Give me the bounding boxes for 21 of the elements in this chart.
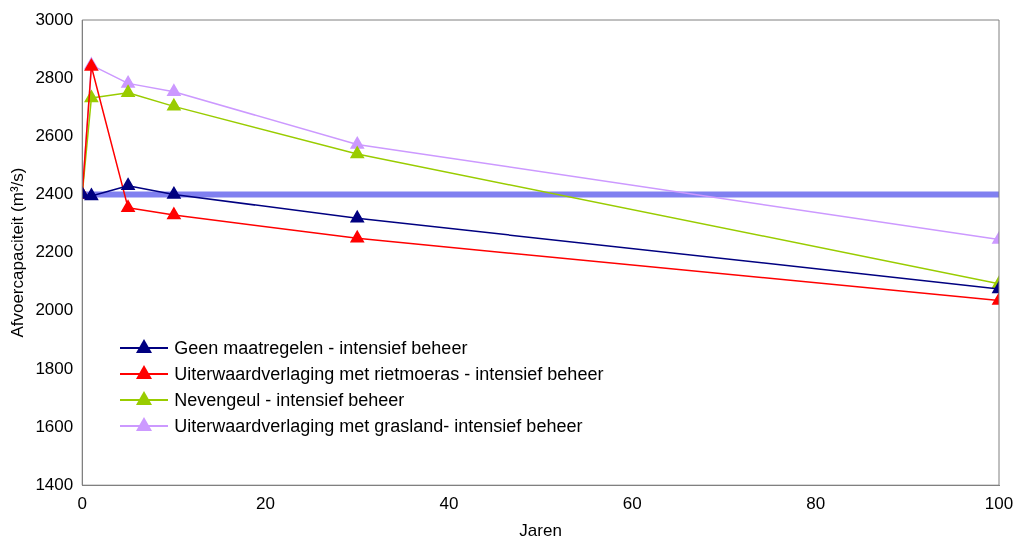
legend-label: Uiterwaardverlaging met rietmoeras - intensief beheer [174,363,604,387]
y-tick-label: 2600 [35,125,74,145]
y-tick-label: 2800 [35,67,74,87]
legend-label: Geen maatregelen - intensief beheer [174,337,468,361]
y-tick-label: 1800 [35,358,74,378]
x-tick-label: 0 [77,494,87,514]
x-tick-label: 60 [622,494,642,514]
y-tick-label: 2000 [35,300,74,320]
legend-label: Nevengeul - intensief beheer [174,389,405,413]
x-tick-label: 20 [256,494,276,514]
y-tick-label: 1600 [35,416,74,436]
y-tick-label: 2200 [35,242,74,262]
y-tick-label: 2400 [35,184,74,204]
legend-label: Uiterwaardverlaging met grasland- intensief beheer [174,415,583,439]
y-tick-label: 1400 [35,474,74,494]
x-tick-label: 40 [439,494,459,514]
y-axis-title: Afvoercapaciteit (m³/s) [7,167,27,338]
x-tick-label: 80 [806,494,826,514]
x-axis-title: Jaren [519,521,562,541]
y-tick-label: 3000 [35,9,74,29]
x-tick-label: 100 [984,494,1014,514]
